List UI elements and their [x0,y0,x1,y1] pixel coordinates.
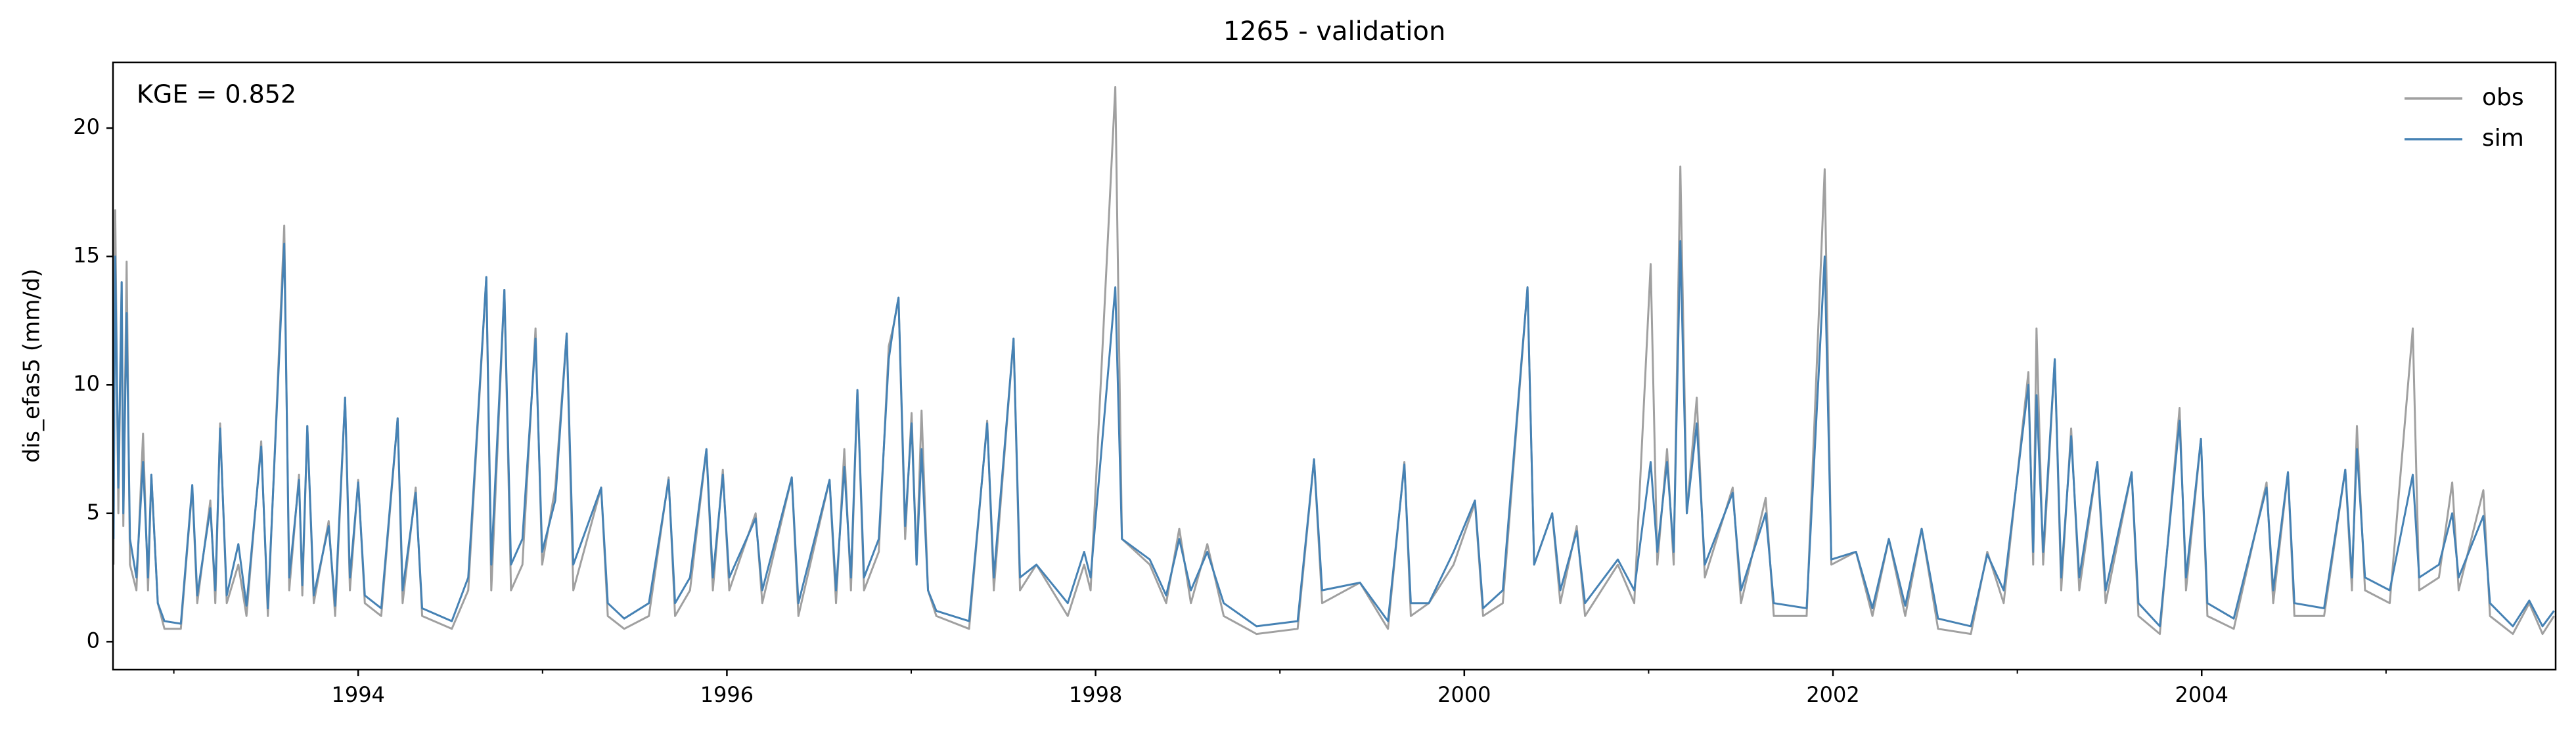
x-tick-label: 1996 [700,682,754,707]
annotation: KGE = 0.852 [137,80,296,109]
y-tick-label: 10 [73,371,100,396]
legend-label: obs [2482,84,2524,111]
x-tick-label: 1998 [1069,682,1122,707]
y-tick-label: 15 [73,243,100,268]
x-tick-label: 2000 [1437,682,1491,707]
series-line [113,240,2555,628]
y-tick-label: 20 [73,114,100,139]
y-axis-label: dis_efas5 (mm/d) [19,269,45,462]
plot-area [113,86,2555,636]
axes-frame [112,61,2557,671]
x-tick-label: 2002 [1806,682,1859,707]
chart-title: 1265 - validation [1223,16,1446,47]
x-tick-label: 1994 [331,682,384,707]
y-tick-label: 5 [87,500,100,525]
x-tick-label: 2004 [2175,682,2228,707]
legend-label: sim [2482,125,2524,152]
y-tick-label: 0 [87,628,100,653]
